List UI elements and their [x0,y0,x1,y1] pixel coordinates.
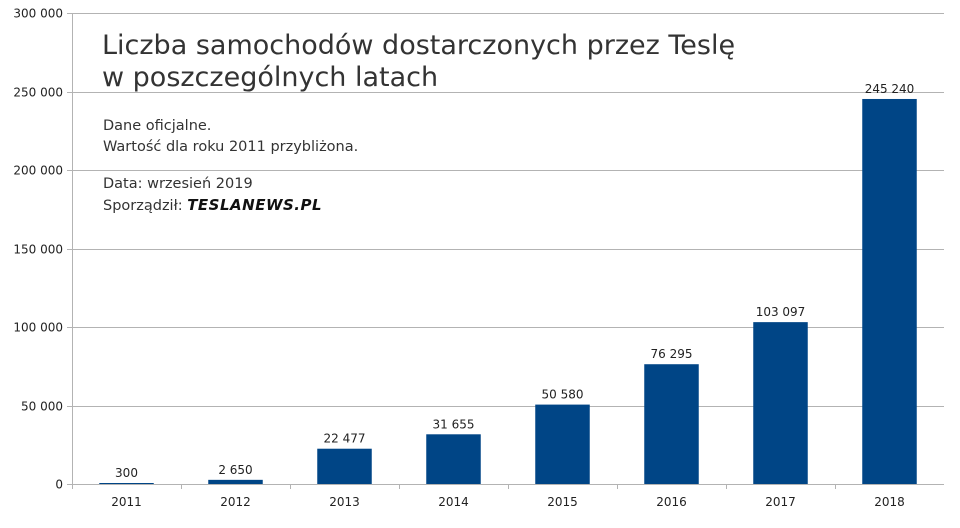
bar-2013 [317,448,372,484]
note-date: Data: wrzesień 2019 [103,176,253,192]
note-official-data: Dane oficjalne. [103,118,212,134]
y-tick-label-0: 0 [55,478,63,492]
bar-2011 [99,483,154,484]
bar-value-label-2011: 300 [115,466,138,480]
axes [72,13,944,489]
bars [99,98,917,484]
bar-2017 [753,322,808,484]
x-tick-label-2017: 2017 [765,495,796,509]
y-tick-label-5: 250 000 [13,86,63,100]
x-axis-tick-labels: 2011 2012 2013 2014 2015 2016 2017 2018 [111,484,905,509]
bar-2018 [862,98,917,484]
y-tick-label-2: 100 000 [13,321,63,335]
chart-title: Liczba samochodów dostarczonych przez Te… [102,30,802,94]
x-tick-label-2016: 2016 [656,495,687,509]
bar-2014 [426,434,481,484]
note-2011-estimate: Wartość dla roku 2011 przybliżona. [103,139,359,155]
bar-value-labels: 300 2 650 22 477 31 655 50 580 76 295 103 097 2… [115,82,914,480]
bar-value-label-2018: 245 240 [865,82,915,96]
x-tick-label-2013: 2013 [329,495,360,509]
x-tick-label-2015: 2015 [547,495,578,509]
chart-title-line-1: Liczba samochodów dostarczonych przez Te… [102,30,736,61]
x-tick-label-2014: 2014 [438,495,469,509]
x-tick-label-2011: 2011 [111,495,142,509]
author-label: Sporządził: [103,198,183,214]
bar-value-label-2012: 2 650 [218,463,252,477]
teslanews-logo: TESLANEWS.PL [187,196,323,214]
chart-title-line-2: w poszczególnych latach [102,62,439,93]
bar-value-label-2017: 103 097 [756,305,806,319]
bar-value-label-2016: 76 295 [651,347,693,361]
x-tick-label-2018: 2018 [874,495,905,509]
bar-2015 [535,404,590,484]
y-tick-label-1: 50 000 [21,400,63,414]
bar-2016 [644,364,699,484]
bar-2012 [208,479,263,484]
y-tick-label-6: 300 000 [13,7,63,21]
bar-value-label-2015: 50 580 [542,388,584,402]
y-axis-tick-labels: 0 50 000 100 000 150 000 200 000 250 000 300 0… [13,7,72,492]
x-tick-label-2012: 2012 [220,495,251,509]
bar-value-label-2014: 31 655 [433,417,475,431]
bar-value-label-2013: 22 477 [324,432,366,446]
y-tick-label-3: 150 000 [13,243,63,257]
y-tick-label-4: 200 000 [13,164,63,178]
note-author: Sporządził: TESLANEWS.PL [103,195,322,217]
